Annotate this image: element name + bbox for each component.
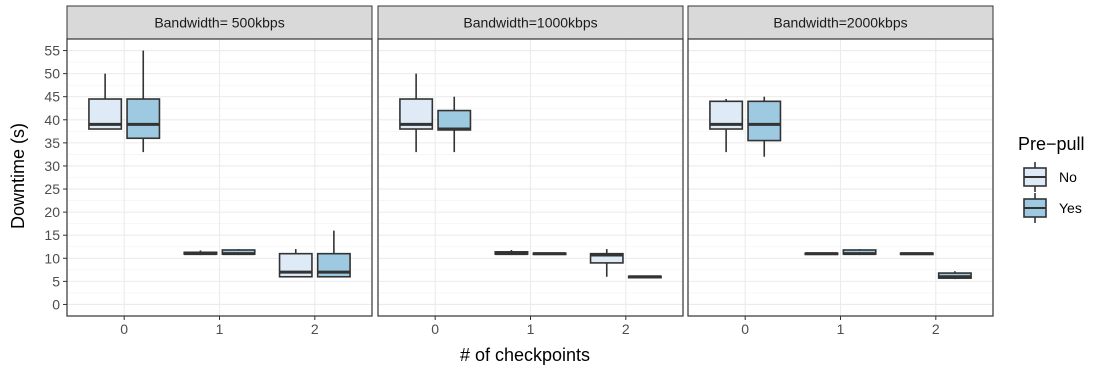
box-yes bbox=[221, 249, 256, 256]
box-yes bbox=[937, 271, 972, 280]
box-yes bbox=[842, 249, 877, 256]
x-axis-title: # of checkpoints bbox=[460, 345, 590, 365]
legend-title: Pre−pull bbox=[1018, 134, 1085, 154]
y-tick-label: 50 bbox=[44, 66, 60, 82]
legend: Pre−pull No Yes bbox=[1018, 134, 1085, 223]
x-tick-label: 0 bbox=[431, 321, 439, 337]
box-body bbox=[126, 98, 161, 140]
x-tick-label: 0 bbox=[741, 321, 749, 337]
panel-3: Bandwidth=2000kbps 0 1 2 bbox=[687, 5, 994, 337]
box-yes bbox=[316, 230, 351, 278]
box-yes bbox=[532, 252, 567, 256]
panel-2: Bandwidth=1000kbps 0 1 2 bbox=[377, 5, 684, 337]
panel-1: Bandwidth= 500kbps 0 1 2 bbox=[66, 5, 373, 337]
panel-title: Bandwidth=1000kbps bbox=[463, 15, 597, 31]
box-yes bbox=[627, 275, 662, 279]
box-no bbox=[589, 249, 624, 277]
panel-title: Bandwidth= 500kbps bbox=[154, 15, 284, 31]
box-yes bbox=[437, 96, 472, 153]
x-tick-label: 0 bbox=[120, 321, 128, 337]
y-tick-label: 10 bbox=[44, 250, 60, 266]
box-no bbox=[88, 73, 123, 130]
panel-title: Bandwidth=2000kbps bbox=[773, 15, 907, 31]
y-tick-label: 40 bbox=[44, 112, 60, 128]
box-no bbox=[278, 249, 313, 278]
x-tick-label: 1 bbox=[527, 321, 535, 337]
y-tick-label: 35 bbox=[44, 135, 60, 151]
box-body bbox=[437, 109, 472, 131]
box-no bbox=[804, 252, 839, 256]
y-axis-title: Downtime (s) bbox=[8, 123, 28, 229]
y-tick-label: 30 bbox=[44, 158, 60, 174]
legend-label: Yes bbox=[1059, 200, 1082, 216]
box-no bbox=[183, 250, 218, 256]
panel-strip bbox=[66, 5, 373, 40]
legend-label: No bbox=[1059, 169, 1077, 185]
panel-strip bbox=[687, 5, 994, 40]
y-axis: 0 5 10 15 20 25 30 35 40 45 50 55 bbox=[44, 43, 67, 312]
box-yes bbox=[126, 50, 161, 153]
x-tick-label: 2 bbox=[311, 321, 319, 337]
x-tick-label: 1 bbox=[837, 321, 845, 337]
box-yes bbox=[747, 96, 782, 157]
x-tick-label: 1 bbox=[216, 321, 224, 337]
y-tick-label: 25 bbox=[44, 181, 60, 197]
x-tick-label: 2 bbox=[932, 321, 940, 337]
box-no bbox=[899, 252, 934, 256]
y-tick-label: 0 bbox=[52, 296, 60, 312]
panels: Bandwidth= 500kbps 0 1 2 Bandwidth=1000kbps 0… bbox=[66, 5, 994, 337]
y-tick-label: 55 bbox=[44, 43, 60, 59]
box-no bbox=[709, 99, 744, 153]
x-tick-label: 2 bbox=[622, 321, 630, 337]
box-no bbox=[399, 73, 434, 153]
box-no bbox=[494, 249, 529, 256]
panel-strip bbox=[377, 5, 684, 40]
y-tick-label: 15 bbox=[44, 227, 60, 243]
box-body bbox=[747, 100, 782, 142]
y-tick-label: 5 bbox=[52, 273, 60, 289]
y-tick-label: 45 bbox=[44, 89, 60, 105]
y-tick-label: 20 bbox=[44, 204, 60, 220]
